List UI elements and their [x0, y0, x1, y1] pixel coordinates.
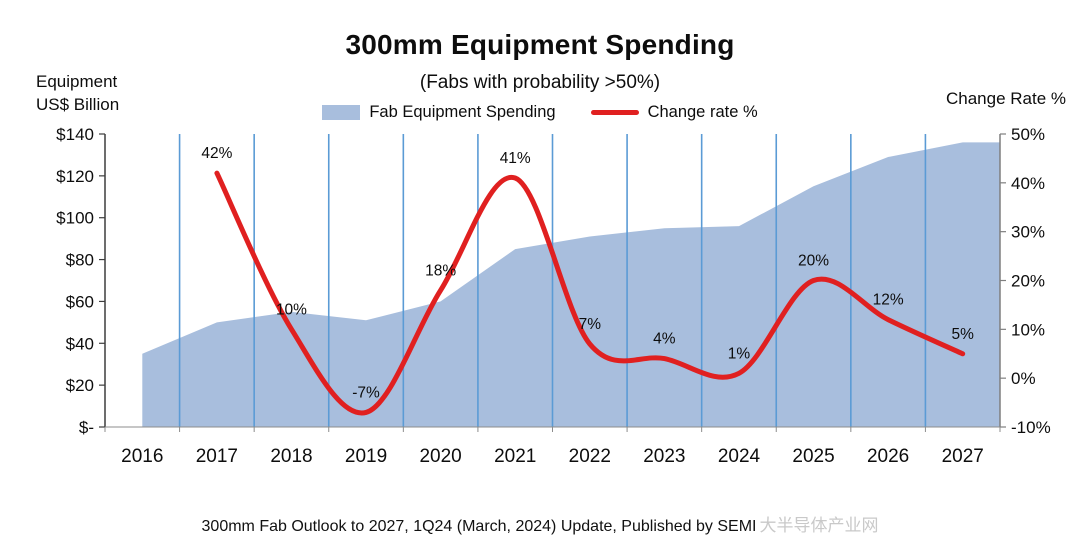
legend-label-fab-equipment-spending: Fab Equipment Spending: [369, 103, 556, 121]
x-axis-year-label: 2020: [419, 446, 461, 467]
area-series-fab-equipment-spending: [142, 142, 1001, 427]
x-axis-year-label: 2025: [792, 446, 834, 467]
left-axis-tick-label: $100: [56, 209, 94, 228]
x-axis-year-label: 2019: [345, 446, 387, 467]
right-axis-tick-label: 40%: [1011, 174, 1045, 193]
right-axis-tick-label: 10%: [1011, 320, 1045, 339]
x-axis-year-label: 2017: [196, 446, 238, 467]
left-axis-tick-label: $20: [66, 376, 94, 395]
left-axis-tick-label: $80: [66, 251, 94, 270]
left-axis-title: Equipment US$ Billion: [36, 70, 119, 116]
footer-source-text: 300mm Fab Outlook to 2027, 1Q24 (March, …: [201, 518, 757, 535]
change-rate-data-label: 7%: [579, 316, 602, 333]
change-rate-data-label: 5%: [952, 326, 975, 343]
right-axis-tick-label: 50%: [1011, 125, 1045, 144]
x-axis-year-label: 2018: [270, 446, 312, 467]
x-axis-year-label: 2016: [121, 446, 163, 467]
right-axis-tick-label: 30%: [1011, 223, 1045, 242]
right-axis-tick-label: 20%: [1011, 272, 1045, 291]
change-rate-data-label: 42%: [201, 145, 232, 162]
x-axis-year-label: 2027: [942, 446, 984, 467]
left-axis-tick-label: $40: [66, 334, 94, 353]
line-series-change-rate: [214, 170, 966, 416]
page-title: 300mm Equipment Spending: [345, 29, 735, 60]
change-rate-data-label: -7%: [352, 384, 380, 401]
right-axis-tick-label: -10%: [1011, 418, 1051, 437]
legend-swatch-line: [590, 110, 639, 115]
legend-swatch-area: [322, 105, 361, 120]
change-rate-data-label: 4%: [653, 331, 676, 348]
x-axis-year-label: 2026: [867, 446, 909, 467]
footer: 300mm Fab Outlook to 2027, 1Q24 (March, …: [0, 511, 1080, 536]
left-axis-tick-label: $-: [79, 418, 94, 437]
change-rate-data-label: 12%: [873, 292, 904, 309]
right-axis-tick-label: 0%: [1011, 369, 1036, 388]
chart-subtitle: (Fabs with probability >50%): [419, 72, 661, 93]
left-axis-tick-label: $60: [66, 292, 94, 311]
change-rate-data-label: 18%: [425, 262, 456, 279]
change-rate-data-label: 10%: [276, 301, 307, 318]
legend-label-change-rate: Change rate %: [647, 103, 758, 121]
legend: Fab Equipment Spending Change rate %: [0, 103, 1080, 122]
change-rate-data-label: 41%: [500, 150, 531, 167]
left-axis-tick-label: $120: [56, 167, 94, 186]
x-axis-year-label: 2023: [643, 446, 685, 467]
x-axis-year-label: 2024: [718, 446, 761, 467]
right-axis-title: Change Rate %: [945, 89, 1066, 108]
left-axis-title-line2: US$ Billion: [36, 95, 120, 114]
change-rate-data-label: 20%: [798, 253, 829, 270]
change-rate-data-label: 1%: [728, 345, 751, 362]
x-axis-year-label: 2022: [569, 446, 611, 467]
x-axis-year-label: 2021: [494, 446, 536, 467]
watermark: 大半导体产业网: [759, 516, 879, 535]
left-axis-tick-label: $140: [56, 125, 94, 144]
left-axis-title-line1: Equipment: [36, 72, 118, 91]
